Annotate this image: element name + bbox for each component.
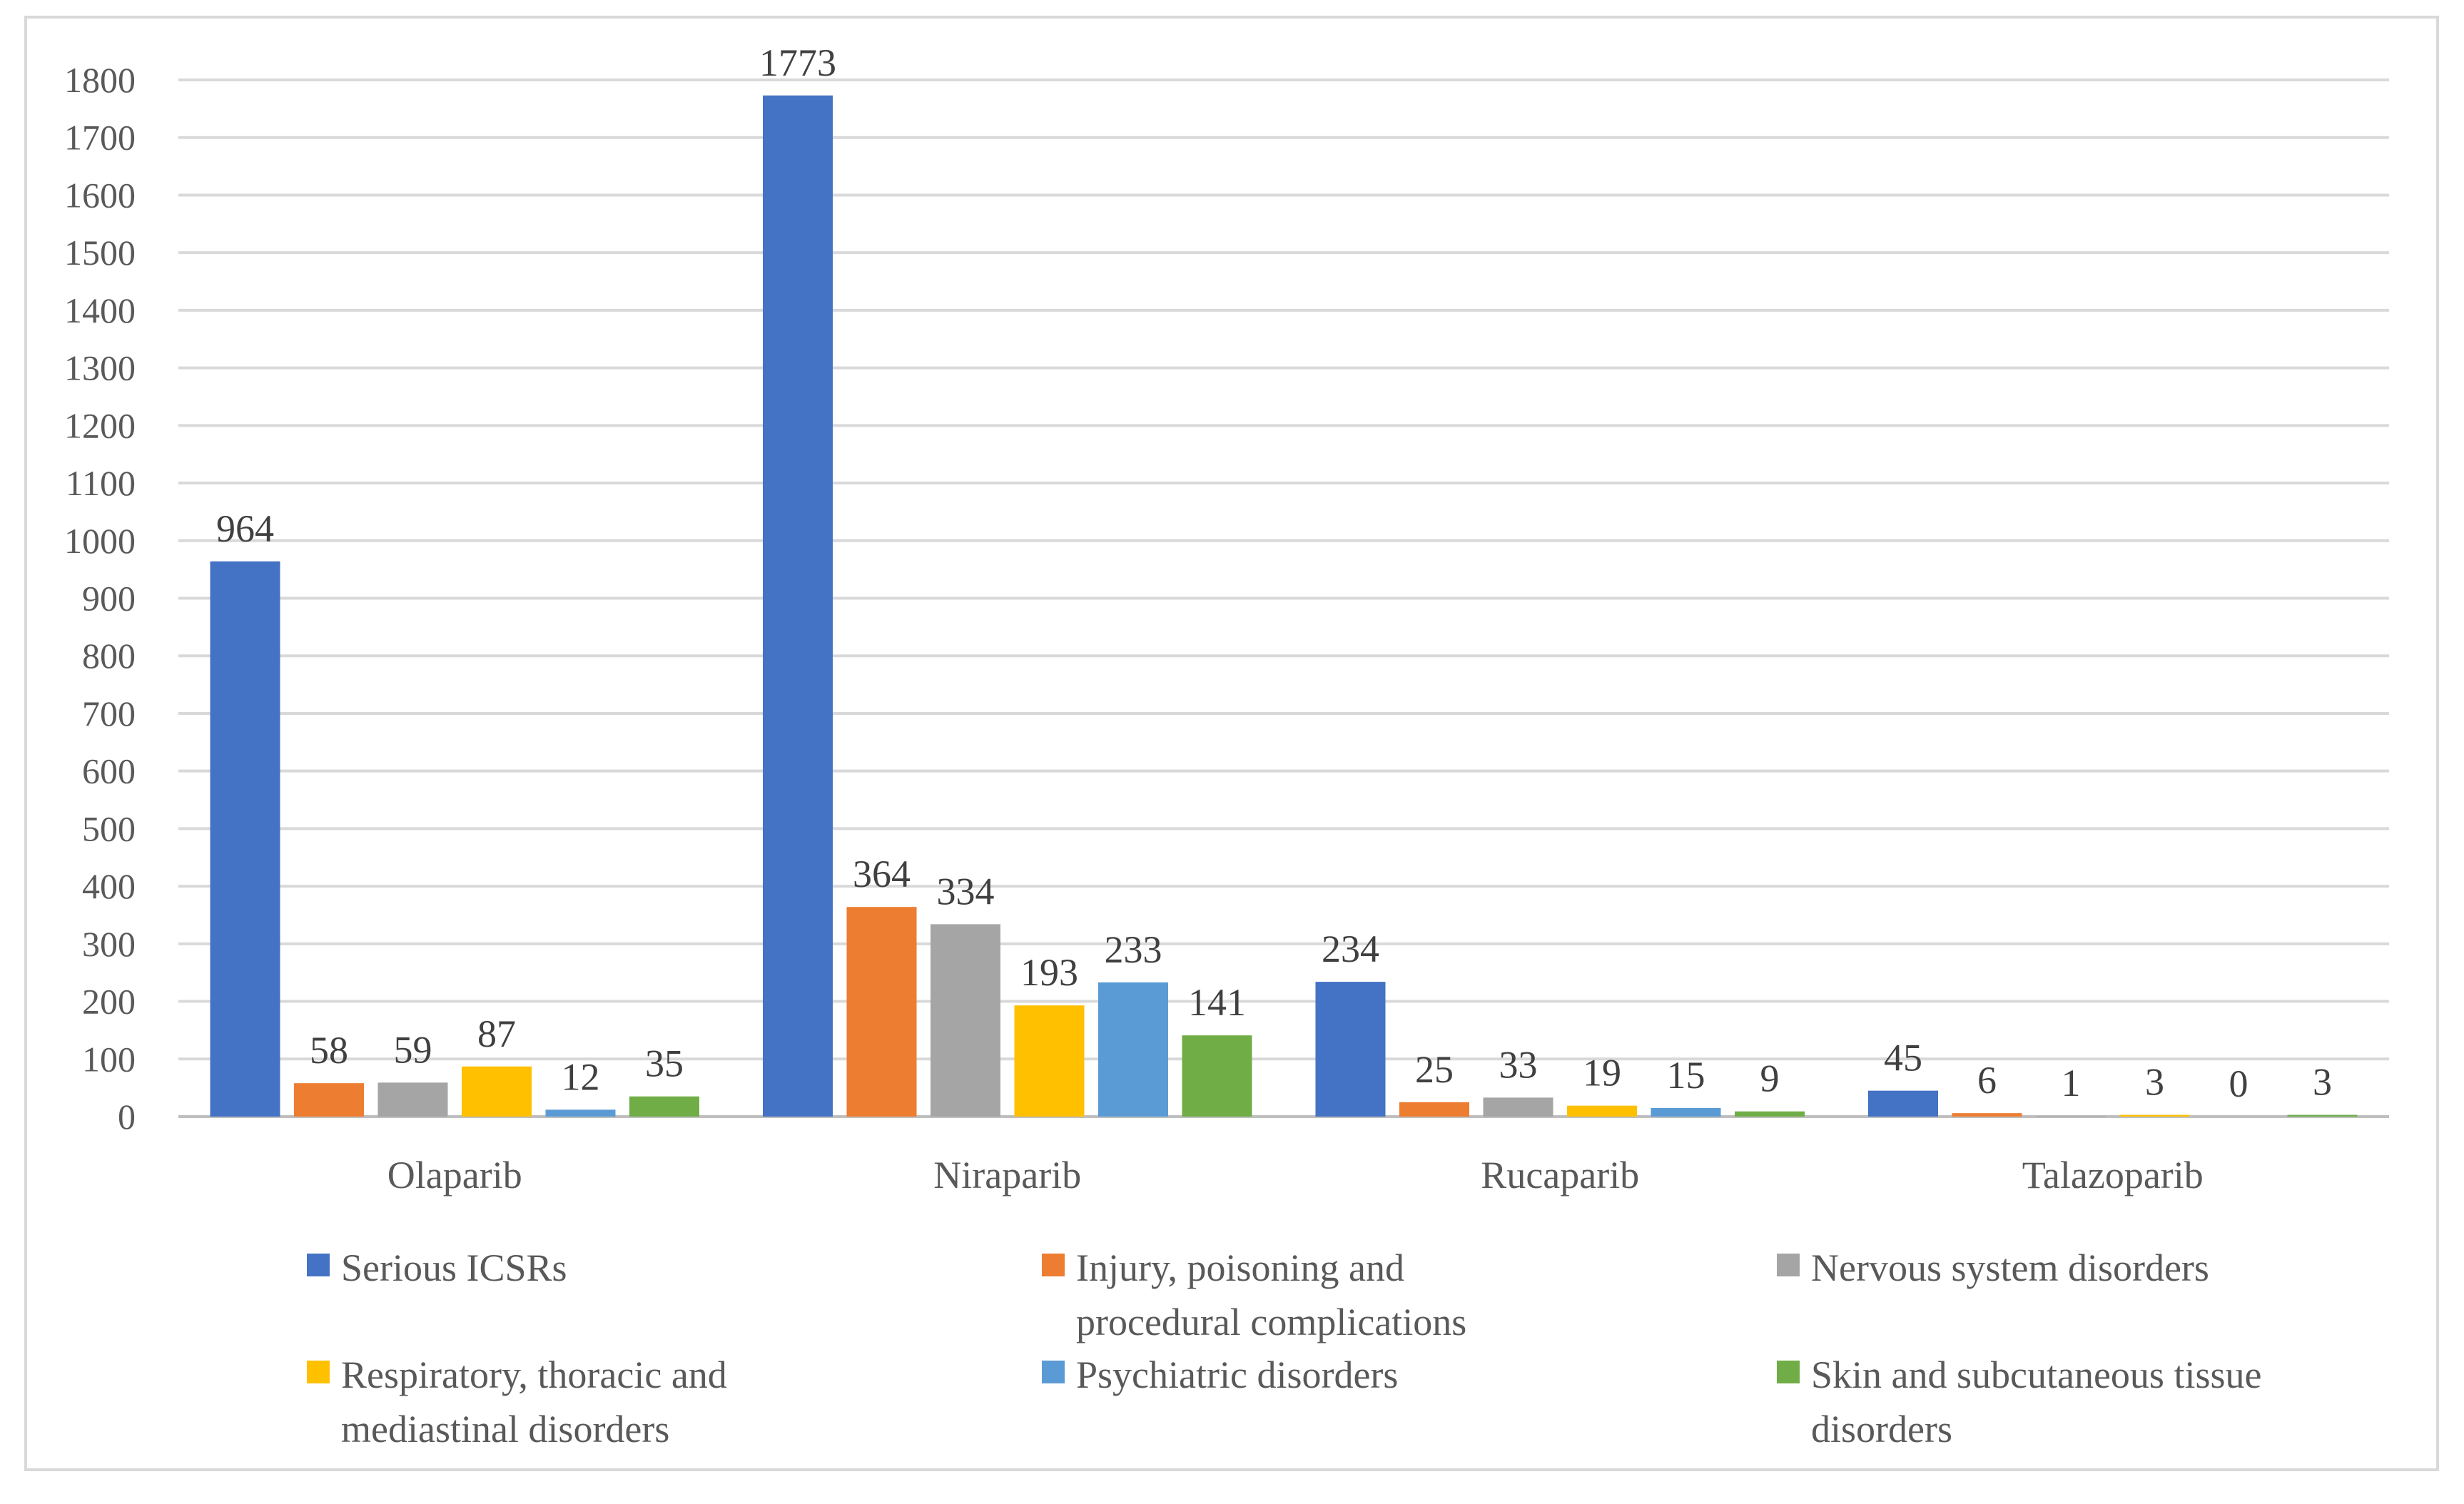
data-label: 19	[1583, 1052, 1621, 1094]
data-label: 1773	[759, 41, 836, 84]
legend-item: Nervous system disorders	[1777, 1246, 2209, 1289]
bar-talazoparib-series-1	[1868, 1090, 1938, 1117]
y-tick-label: 0	[118, 1097, 136, 1137]
bar-niraparib-series-6	[1182, 1035, 1252, 1117]
legend-label: Nervous system disorders	[1811, 1246, 2209, 1289]
y-tick-label: 600	[82, 751, 136, 791]
legend-label: Injury, poisoning and procedural complica…	[1076, 1246, 1466, 1343]
data-label: 6	[1977, 1059, 1997, 1102]
bar-olaparib-series-2	[294, 1083, 364, 1117]
bar-olaparib-series-4	[462, 1066, 532, 1117]
bar-niraparib-series-1	[763, 95, 833, 1117]
data-label: 87	[477, 1012, 516, 1055]
y-tick-label: 1800	[64, 60, 136, 100]
legend-swatch	[307, 1254, 330, 1276]
data-label: 35	[645, 1042, 684, 1085]
bar-rucaparib-series-1	[1315, 982, 1386, 1117]
bar-rucaparib-series-6	[1735, 1111, 1805, 1117]
data-label: 334	[937, 870, 995, 913]
data-label: 364	[853, 853, 911, 895]
x-category-label: Olaparib	[387, 1154, 522, 1196]
data-label: 234	[1322, 928, 1379, 970]
gridlines	[178, 78, 2389, 1118]
y-tick-label: 1200	[64, 405, 136, 445]
data-label: 59	[394, 1028, 432, 1071]
y-tick-label: 100	[82, 1039, 136, 1079]
legend-item: Psychiatric disorders	[1042, 1353, 1398, 1396]
data-label: 1	[2062, 1062, 2081, 1104]
legend-label: Skin and subcutaneous tissue disorders	[1811, 1353, 2261, 1450]
bar-niraparib-series-3	[931, 924, 1000, 1117]
data-label: 9	[1760, 1057, 1780, 1100]
data-label: 3	[2313, 1061, 2332, 1104]
bar-niraparib-series-4	[1014, 1005, 1085, 1117]
bar-talazoparib-series-3	[2036, 1116, 2106, 1117]
bar-rucaparib-series-4	[1567, 1105, 1637, 1117]
legend-label: Psychiatric disorders	[1076, 1353, 1398, 1396]
y-tick-label: 1400	[64, 290, 136, 330]
y-tick-label: 1300	[64, 348, 136, 388]
legend: Serious ICSRs Injury, poisoning and proced…	[307, 1246, 2261, 1450]
bar-olaparib-series-5	[545, 1109, 616, 1117]
bar-rucaparib-series-2	[1399, 1102, 1469, 1117]
data-label: 15	[1667, 1054, 1705, 1097]
y-tick-label: 1600	[64, 175, 136, 215]
y-tick-label: 800	[82, 636, 136, 676]
bar-niraparib-series-5	[1098, 982, 1168, 1117]
data-label: 45	[1884, 1037, 1922, 1079]
bar-rucaparib-series-3	[1483, 1097, 1553, 1117]
legend-swatch	[1042, 1361, 1065, 1383]
y-tick-label: 900	[82, 579, 136, 619]
bar-olaparib-series-3	[377, 1082, 448, 1117]
chart-frame	[24, 16, 2439, 1471]
y-tick-label: 1100	[66, 463, 136, 503]
x-category-label: Talazoparib	[2022, 1154, 2204, 1196]
data-label: 0	[2229, 1062, 2248, 1105]
y-axis-tick-labels: 0 100 200 300 400 500 600 700 800 900 1000 1100 1200…	[64, 60, 136, 1137]
data-label: 33	[1499, 1043, 1538, 1086]
bar-talazoparib-series-4	[2119, 1114, 2190, 1117]
bar-talazoparib-series-6	[2287, 1114, 2358, 1117]
bars	[210, 95, 2358, 1117]
x-category-label: Niraparib	[933, 1154, 1081, 1196]
y-tick-label: 1700	[64, 118, 136, 158]
data-label: 141	[1188, 981, 1246, 1024]
data-label: 3	[2145, 1061, 2164, 1104]
legend-item: Serious ICSRs	[307, 1246, 567, 1289]
legend-item: Injury, poisoning and procedural complica…	[1042, 1246, 1466, 1343]
legend-swatch	[1777, 1254, 1800, 1276]
y-tick-label: 1000	[64, 521, 136, 561]
legend-swatch	[1042, 1254, 1065, 1276]
legend-label: Respiratory, thoracic and mediastinal dis…	[341, 1353, 727, 1450]
data-label: 233	[1105, 928, 1162, 971]
legend-swatch	[307, 1361, 330, 1383]
bar-rucaparib-series-5	[1651, 1107, 1721, 1117]
data-label: 964	[216, 507, 274, 550]
y-tick-label: 200	[82, 982, 136, 1022]
data-label: 25	[1415, 1048, 1454, 1091]
data-label: 12	[562, 1055, 600, 1098]
x-category-label: Rucaparib	[1481, 1154, 1639, 1196]
data-label: 193	[1020, 951, 1078, 994]
y-tick-label: 500	[82, 808, 136, 848]
x-axis-category-labels: Olaparib Niraparib Rucaparib Talazoparib	[387, 1154, 2204, 1196]
y-tick-label: 1500	[64, 233, 136, 273]
y-tick-label: 700	[82, 693, 136, 733]
bar-olaparib-series-6	[629, 1096, 699, 1117]
bar-olaparib-series-1	[210, 561, 280, 1117]
bar-talazoparib-series-2	[1952, 1113, 2022, 1117]
legend-label: Serious ICSRs	[341, 1246, 567, 1289]
bar-niraparib-series-2	[846, 907, 917, 1117]
y-tick-label: 400	[82, 866, 136, 906]
legend-item: Respiratory, thoracic and mediastinal dis…	[307, 1353, 727, 1450]
legend-item: Skin and subcutaneous tissue disorders	[1777, 1353, 2261, 1450]
legend-swatch	[1777, 1361, 1800, 1383]
y-tick-label: 300	[82, 924, 136, 964]
data-label: 58	[310, 1029, 348, 1072]
